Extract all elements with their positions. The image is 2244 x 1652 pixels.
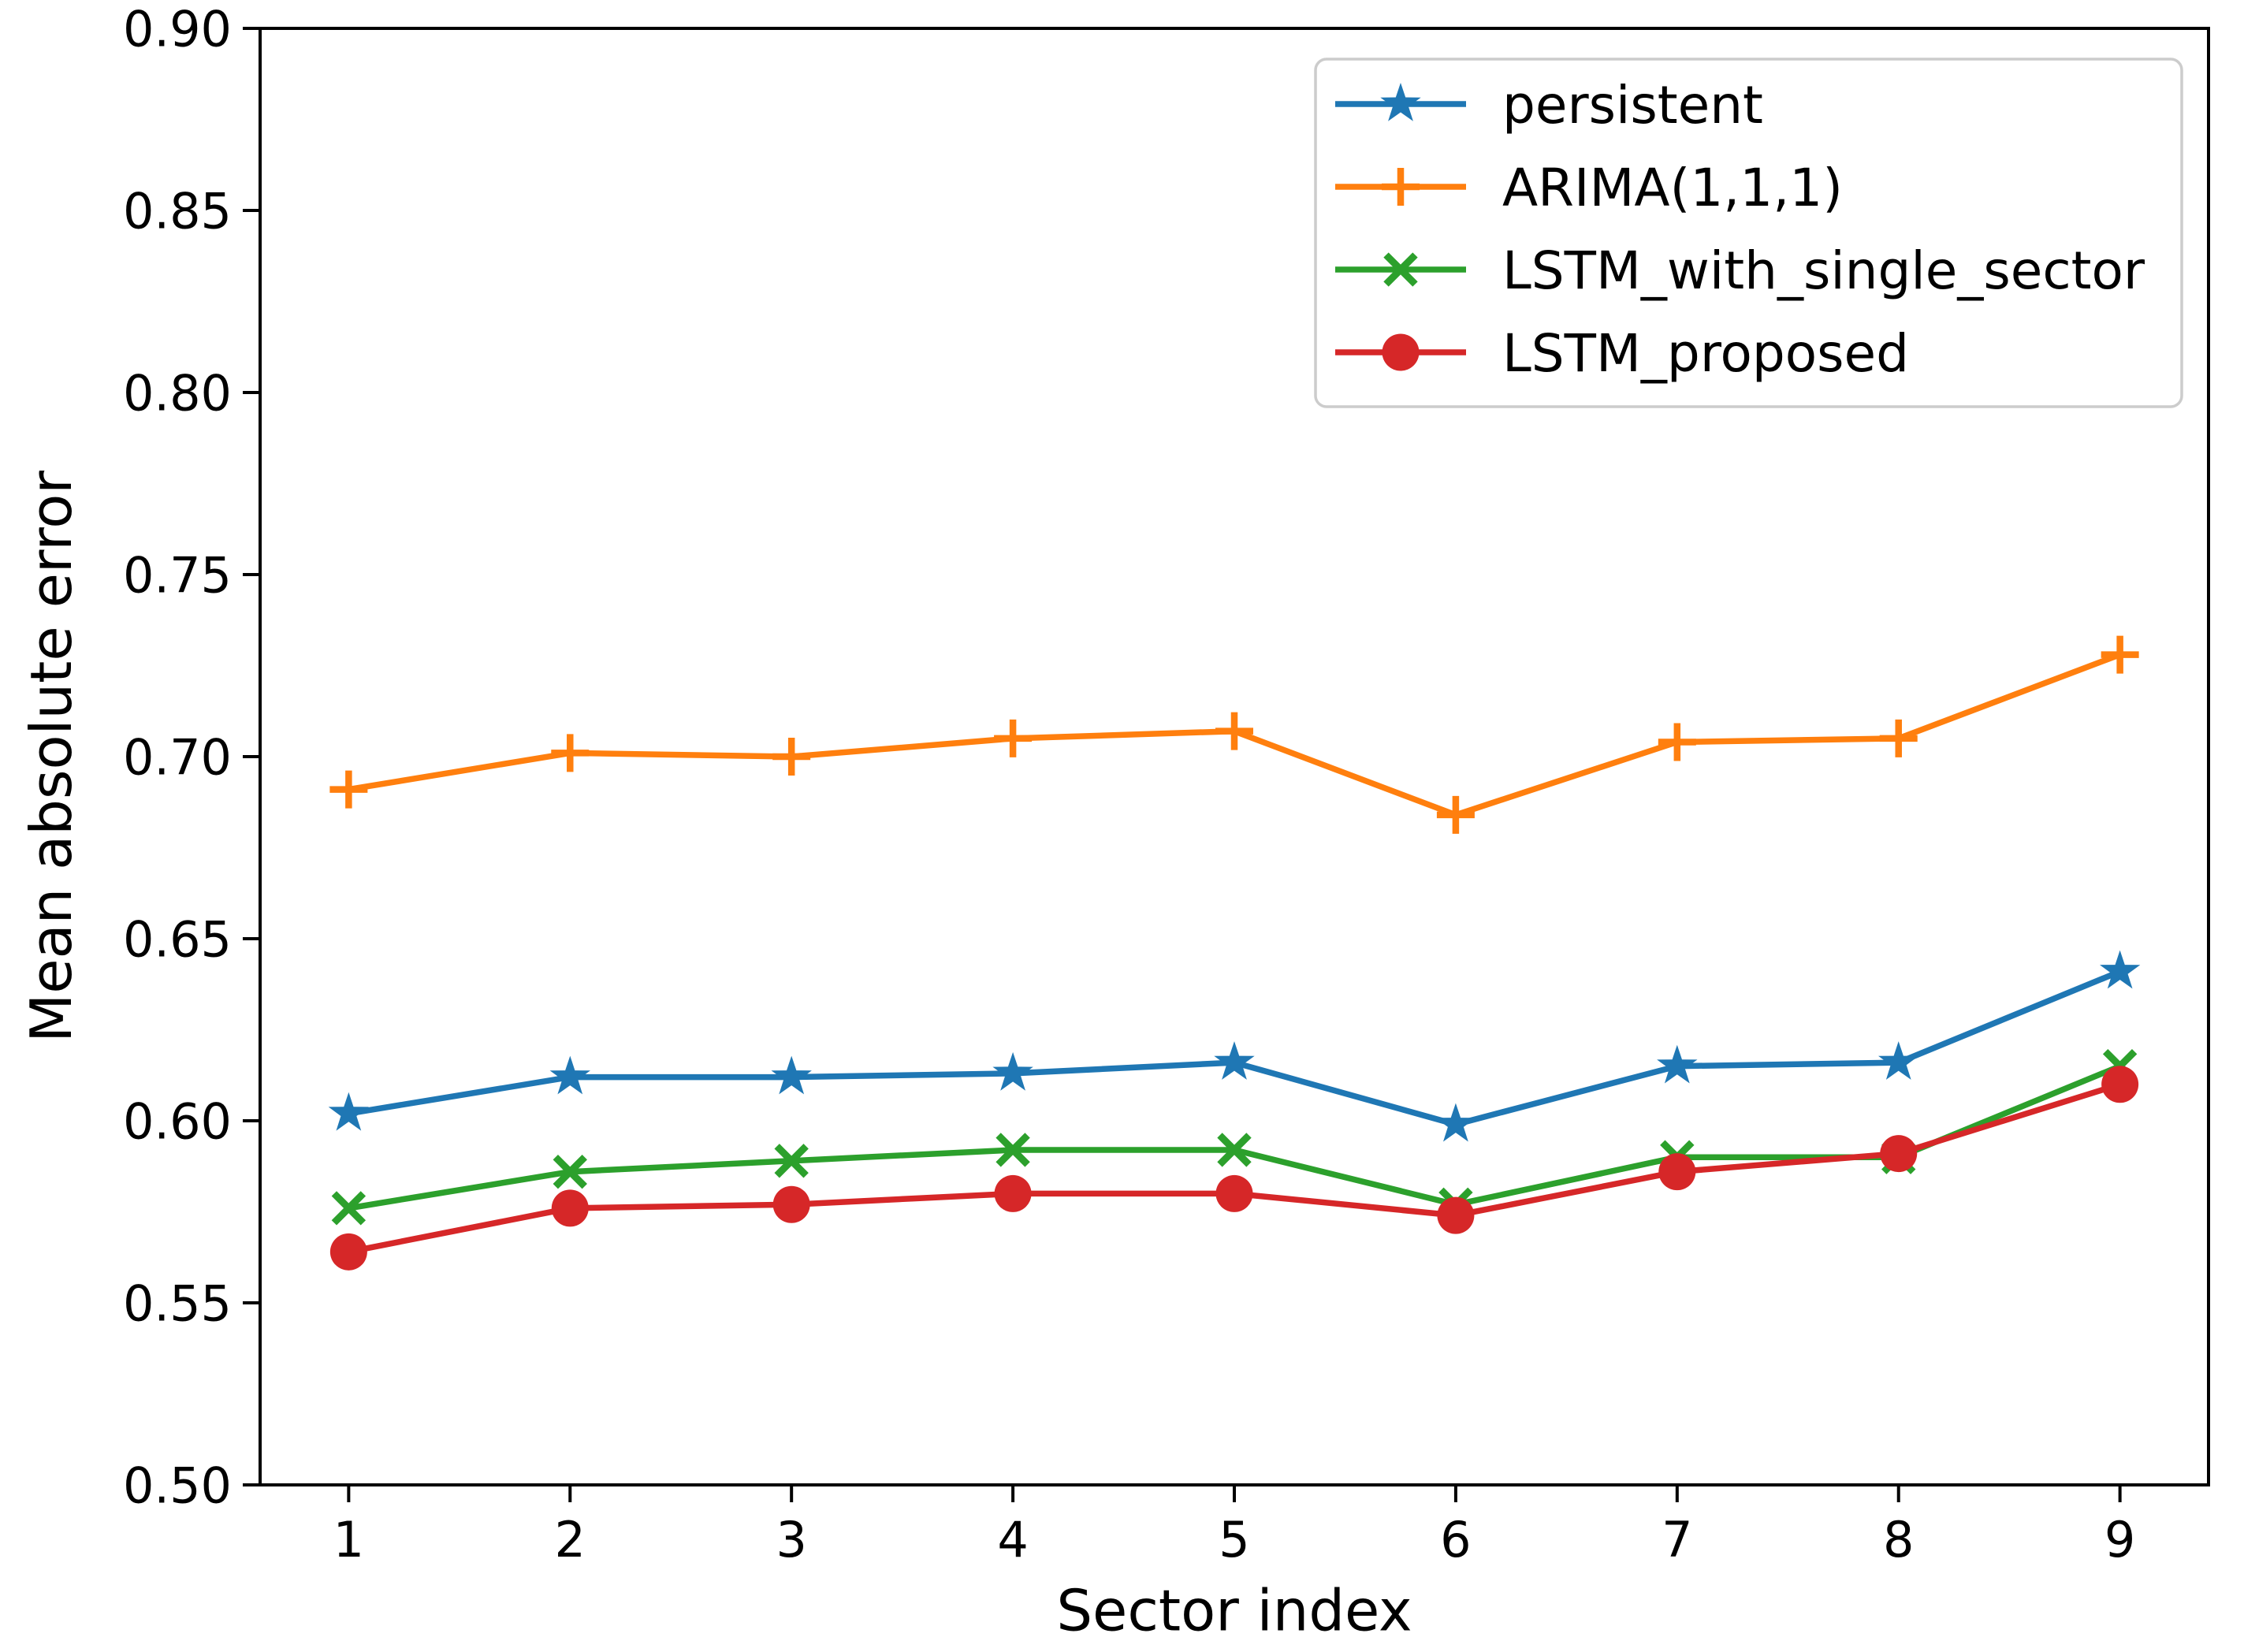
series-3-circle-marker-icon (1437, 1196, 1475, 1234)
x-axis-title: Sector index (1056, 1577, 1412, 1643)
y-tick-label: 0.75 (123, 546, 232, 604)
series-3-circle-marker-icon (1658, 1153, 1696, 1191)
series-3-circle-marker-icon (1215, 1174, 1253, 1212)
series-2-x-marker-icon (774, 1144, 809, 1178)
series-2-x-marker-icon (553, 1154, 587, 1189)
series-0-star-marker-icon (1214, 1041, 1255, 1080)
x-tick-label: 9 (2104, 1511, 2135, 1568)
legend-1-plus-marker-icon (1382, 168, 1420, 206)
legend-label: LSTM_with_single_sector (1502, 240, 2145, 301)
y-tick-label: 0.55 (123, 1274, 232, 1332)
series-2-x-marker-icon (1217, 1133, 1252, 1167)
series-0-star-marker-icon (328, 1092, 369, 1131)
series-0-star-marker-icon (1657, 1044, 1698, 1084)
series-0-star-marker-icon (549, 1055, 590, 1095)
series-persistent (328, 950, 2141, 1142)
series-1-plus-marker-icon (329, 770, 368, 809)
legend-label: LSTM_proposed (1502, 323, 1909, 384)
series-0-star-marker-icon (992, 1051, 1033, 1091)
x-tick-label: 4 (997, 1511, 1028, 1568)
series-3-circle-marker-icon (2101, 1066, 2139, 1103)
y-tick-label: 0.65 (123, 910, 232, 968)
series-0-star-marker-icon (1435, 1103, 1476, 1142)
y-axis-title: Mean absolute error (18, 471, 84, 1043)
series-3-circle-marker-icon (994, 1174, 1032, 1212)
legend-box (1314, 58, 2183, 408)
series-1-plus-marker-icon (1215, 712, 1253, 750)
x-tick-label: 1 (333, 1511, 364, 1568)
legend-label: persistent (1502, 75, 1763, 136)
x-tick-label: 6 (1440, 1511, 1471, 1568)
series-2-x-marker-icon (331, 1191, 367, 1226)
series-1-plus-marker-icon (772, 738, 811, 776)
x-tick-label: 3 (776, 1511, 806, 1568)
legend-0-star-marker-icon (1380, 83, 1421, 121)
y-tick-label: 0.60 (123, 1092, 232, 1150)
y-tick-label: 0.80 (123, 364, 232, 422)
y-tick-label: 0.70 (123, 728, 232, 786)
y-tick-label: 0.50 (123, 1457, 232, 1514)
legend-entry-LSTM_proposed: LSTM_proposed (1335, 323, 1909, 384)
legend-entry-ARIMA(1,1,1): ARIMA(1,1,1) (1335, 158, 1843, 218)
x-tick-label: 8 (1883, 1511, 1914, 1568)
legend-3-circle-marker-icon (1382, 333, 1420, 371)
legend-2-x-marker-icon (1383, 252, 1418, 287)
series-0-star-marker-icon (1878, 1041, 1919, 1080)
x-tick-label: 7 (1662, 1511, 1692, 1568)
series-1-plus-marker-icon (1879, 719, 1918, 757)
series-LSTM_proposed (329, 1066, 2139, 1271)
legend-entry-persistent: persistent (1335, 75, 1763, 136)
x-tick-label: 5 (1219, 1511, 1249, 1568)
axes-frame (259, 27, 2210, 1486)
series-3-circle-marker-icon (1880, 1135, 1918, 1173)
legend: persistent ARIMA(1,1,1) LSTM_with_single_s… (1314, 58, 2183, 408)
series-1-plus-marker-icon (1436, 795, 1475, 834)
series-3-circle-marker-icon (772, 1185, 810, 1223)
legend-label: ARIMA(1,1,1) (1502, 158, 1843, 218)
y-axis: 0.50 0.55 0.60 0.65 0.70 0.75 0.80 0.85 0.90 (123, 0, 260, 1514)
series-1-plus-marker-icon (1658, 723, 1696, 761)
x-axis: 1 2 3 4 5 6 7 8 9 (333, 1485, 2135, 1568)
legend-entry-LSTM_with_single_sector: LSTM_with_single_sector (1335, 240, 2145, 301)
series-1-plus-marker-icon (994, 719, 1033, 757)
series-0-star-marker-icon (771, 1055, 812, 1095)
y-tick-label: 0.90 (123, 0, 232, 58)
series-2-x-marker-icon (995, 1133, 1030, 1167)
series-ARIMA(1,1,1) (329, 635, 2139, 834)
x-tick-label: 2 (555, 1511, 586, 1568)
series-1-plus-marker-icon (2101, 635, 2139, 674)
series-3-circle-marker-icon (551, 1189, 589, 1227)
series-3-circle-marker-icon (329, 1233, 367, 1271)
y-tick-label: 0.85 (123, 182, 232, 240)
series-1-plus-marker-icon (551, 734, 590, 772)
series-0-star-marker-icon (2100, 950, 2141, 989)
